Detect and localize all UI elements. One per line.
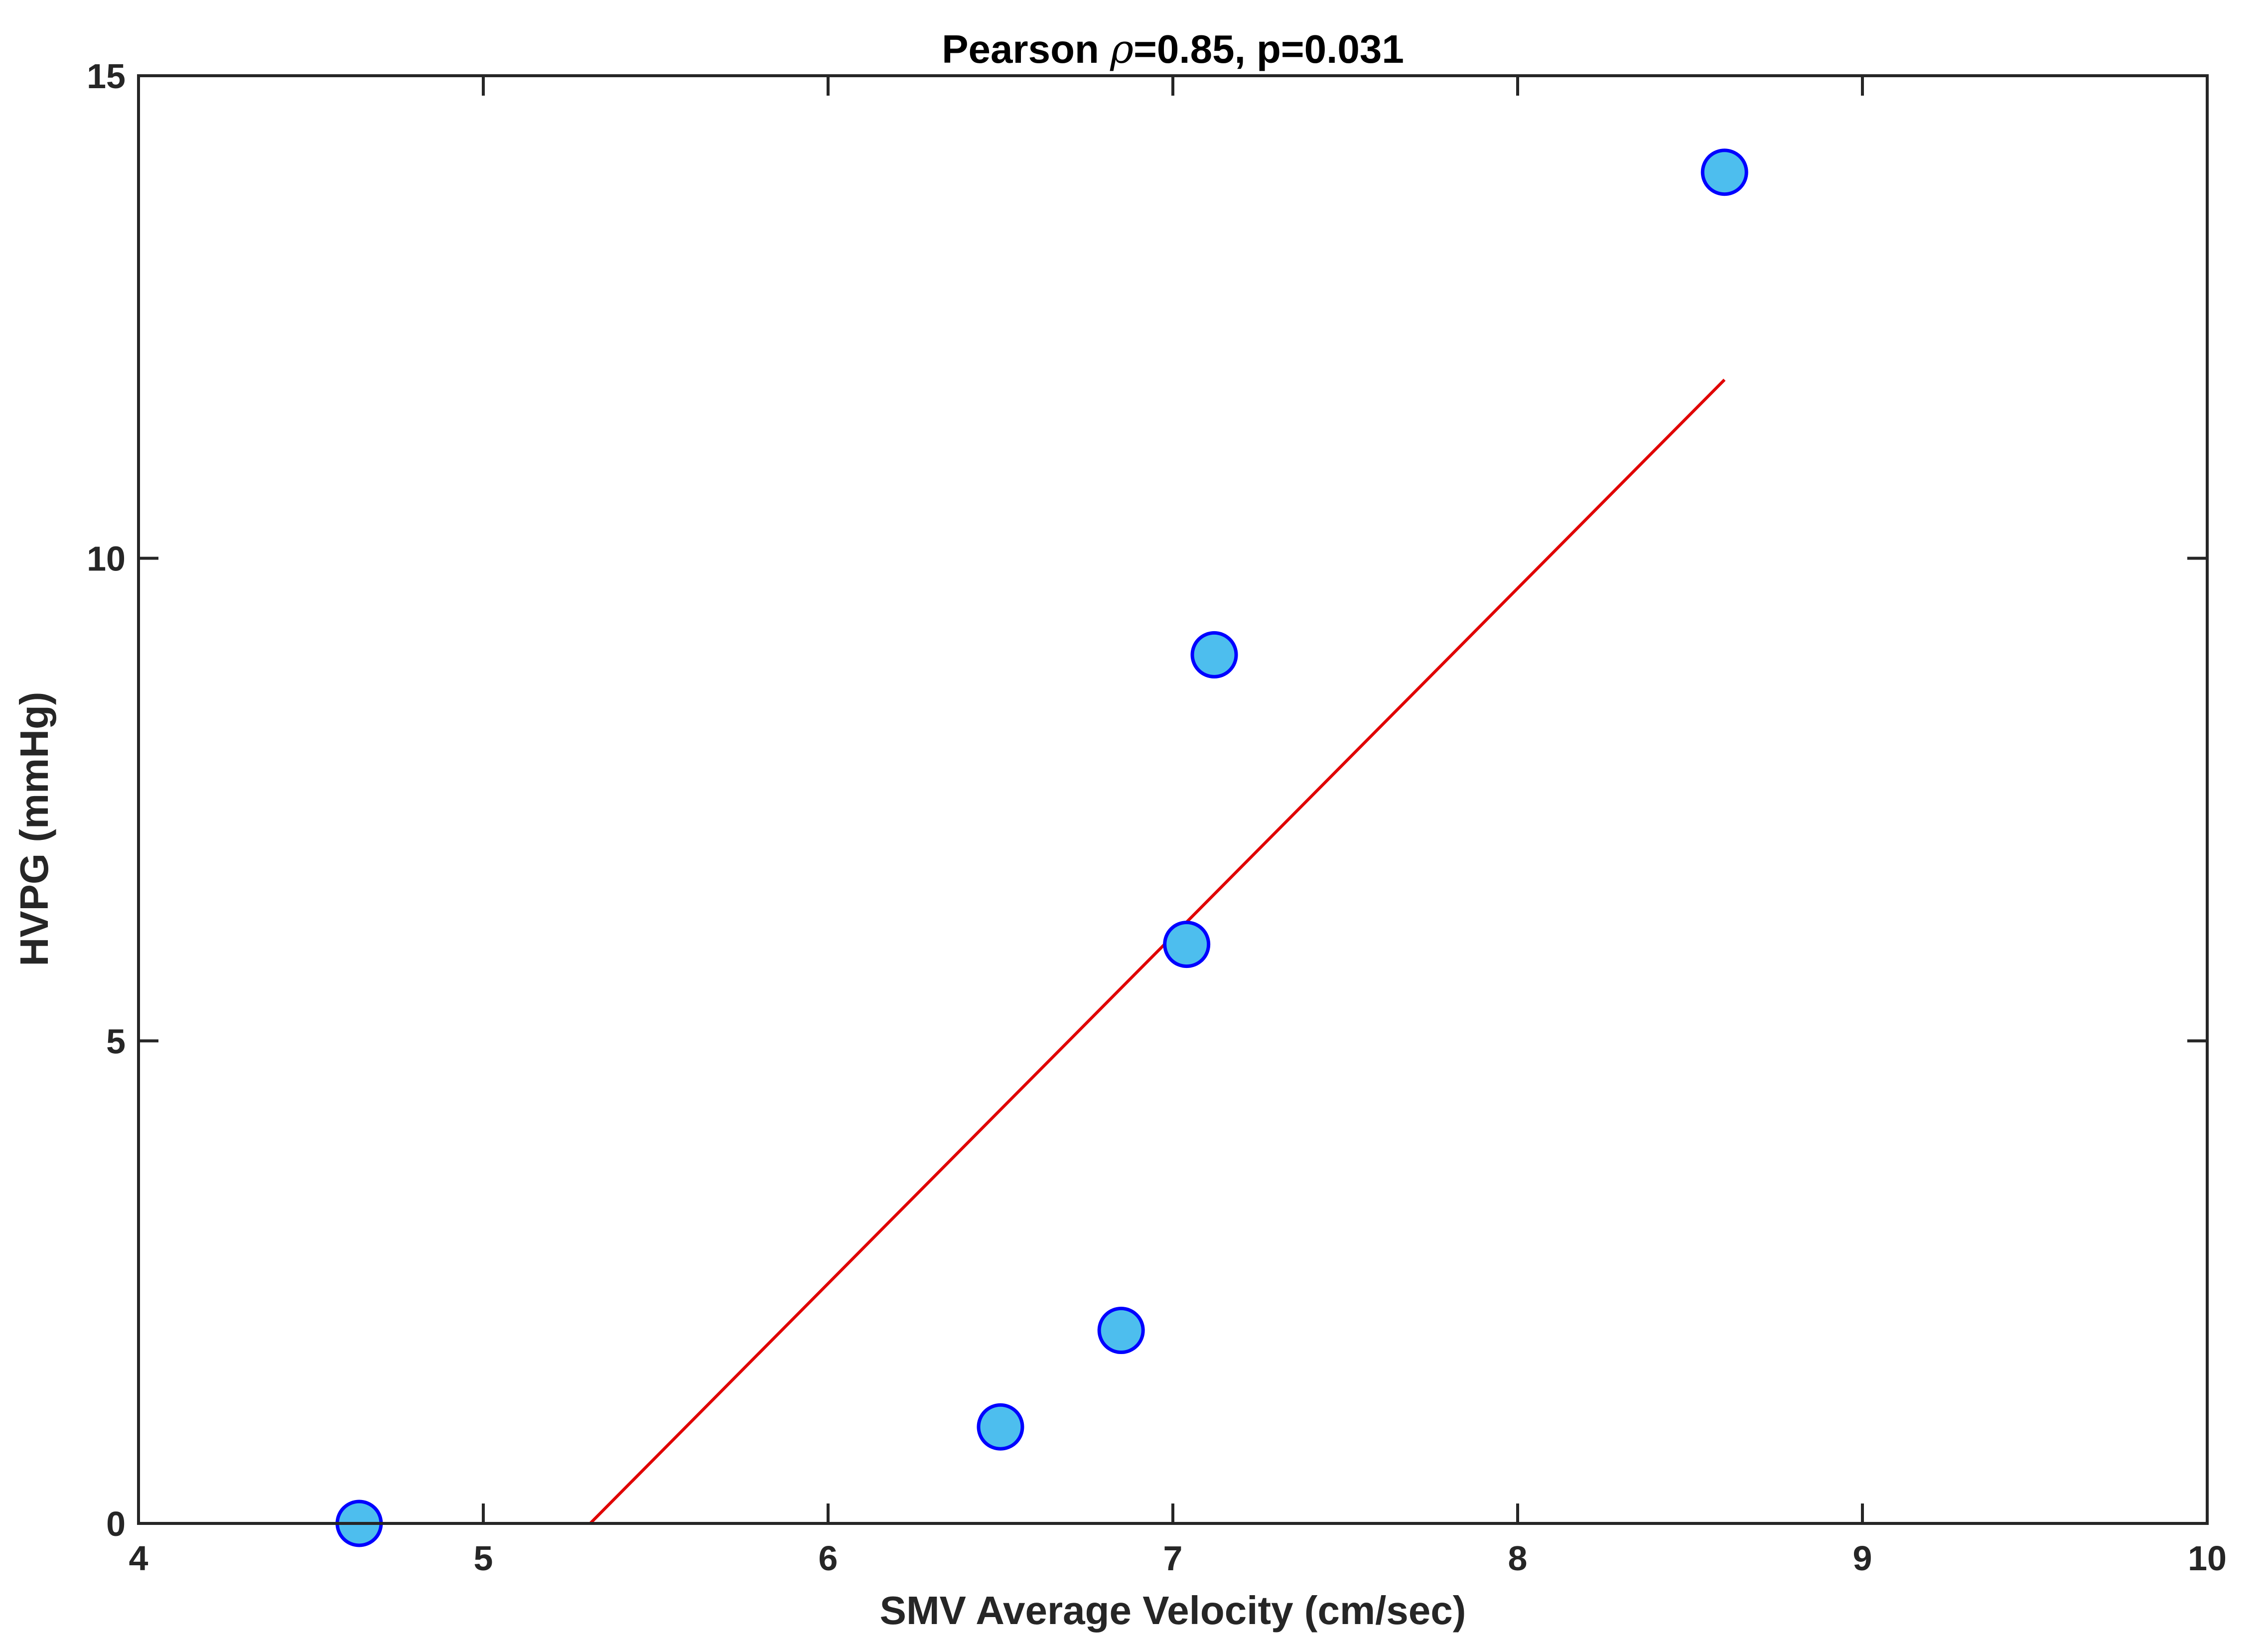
fit-line-layer bbox=[589, 379, 1726, 1525]
x-axis-label: SMV Average Velocity (cm/sec) bbox=[880, 1588, 1466, 1633]
y-axis-label: HVPG (mmHg) bbox=[12, 691, 56, 966]
y-tick-label: 15 bbox=[87, 57, 126, 96]
y-tick-label: 10 bbox=[87, 540, 126, 578]
y-axis-ticks: 0 5 10 15 bbox=[87, 57, 2207, 1543]
x-tick-label: 9 bbox=[1853, 1539, 1872, 1578]
chart-title: Pearson ρ=0.85, p=0.031 bbox=[942, 26, 1404, 72]
chart-title-suffix: =0.85, p=0.031 bbox=[1134, 27, 1404, 71]
x-tick-label: 5 bbox=[474, 1539, 493, 1578]
chart-title-prefix: Pearson bbox=[942, 27, 1110, 71]
chart-title-rho-symbol: ρ bbox=[1110, 26, 1134, 72]
data-point bbox=[977, 1403, 1024, 1451]
data-point bbox=[1097, 1307, 1145, 1355]
x-tick-label: 8 bbox=[1508, 1539, 1528, 1578]
x-tick-label: 7 bbox=[1163, 1539, 1183, 1578]
x-tick-label: 10 bbox=[2188, 1539, 2227, 1578]
data-points-layer bbox=[335, 148, 1748, 1547]
data-point bbox=[1190, 631, 1238, 679]
x-tick-label: 6 bbox=[819, 1539, 838, 1578]
x-tick-label: 4 bbox=[129, 1539, 148, 1578]
y-tick-label: 5 bbox=[106, 1022, 126, 1061]
regression-fit-line bbox=[589, 379, 1726, 1525]
data-point bbox=[1163, 921, 1211, 968]
data-point bbox=[1701, 148, 1748, 196]
x-axis-ticks: 4 5 6 7 8 9 10 bbox=[129, 76, 2227, 1578]
y-tick-label: 0 bbox=[106, 1504, 126, 1543]
